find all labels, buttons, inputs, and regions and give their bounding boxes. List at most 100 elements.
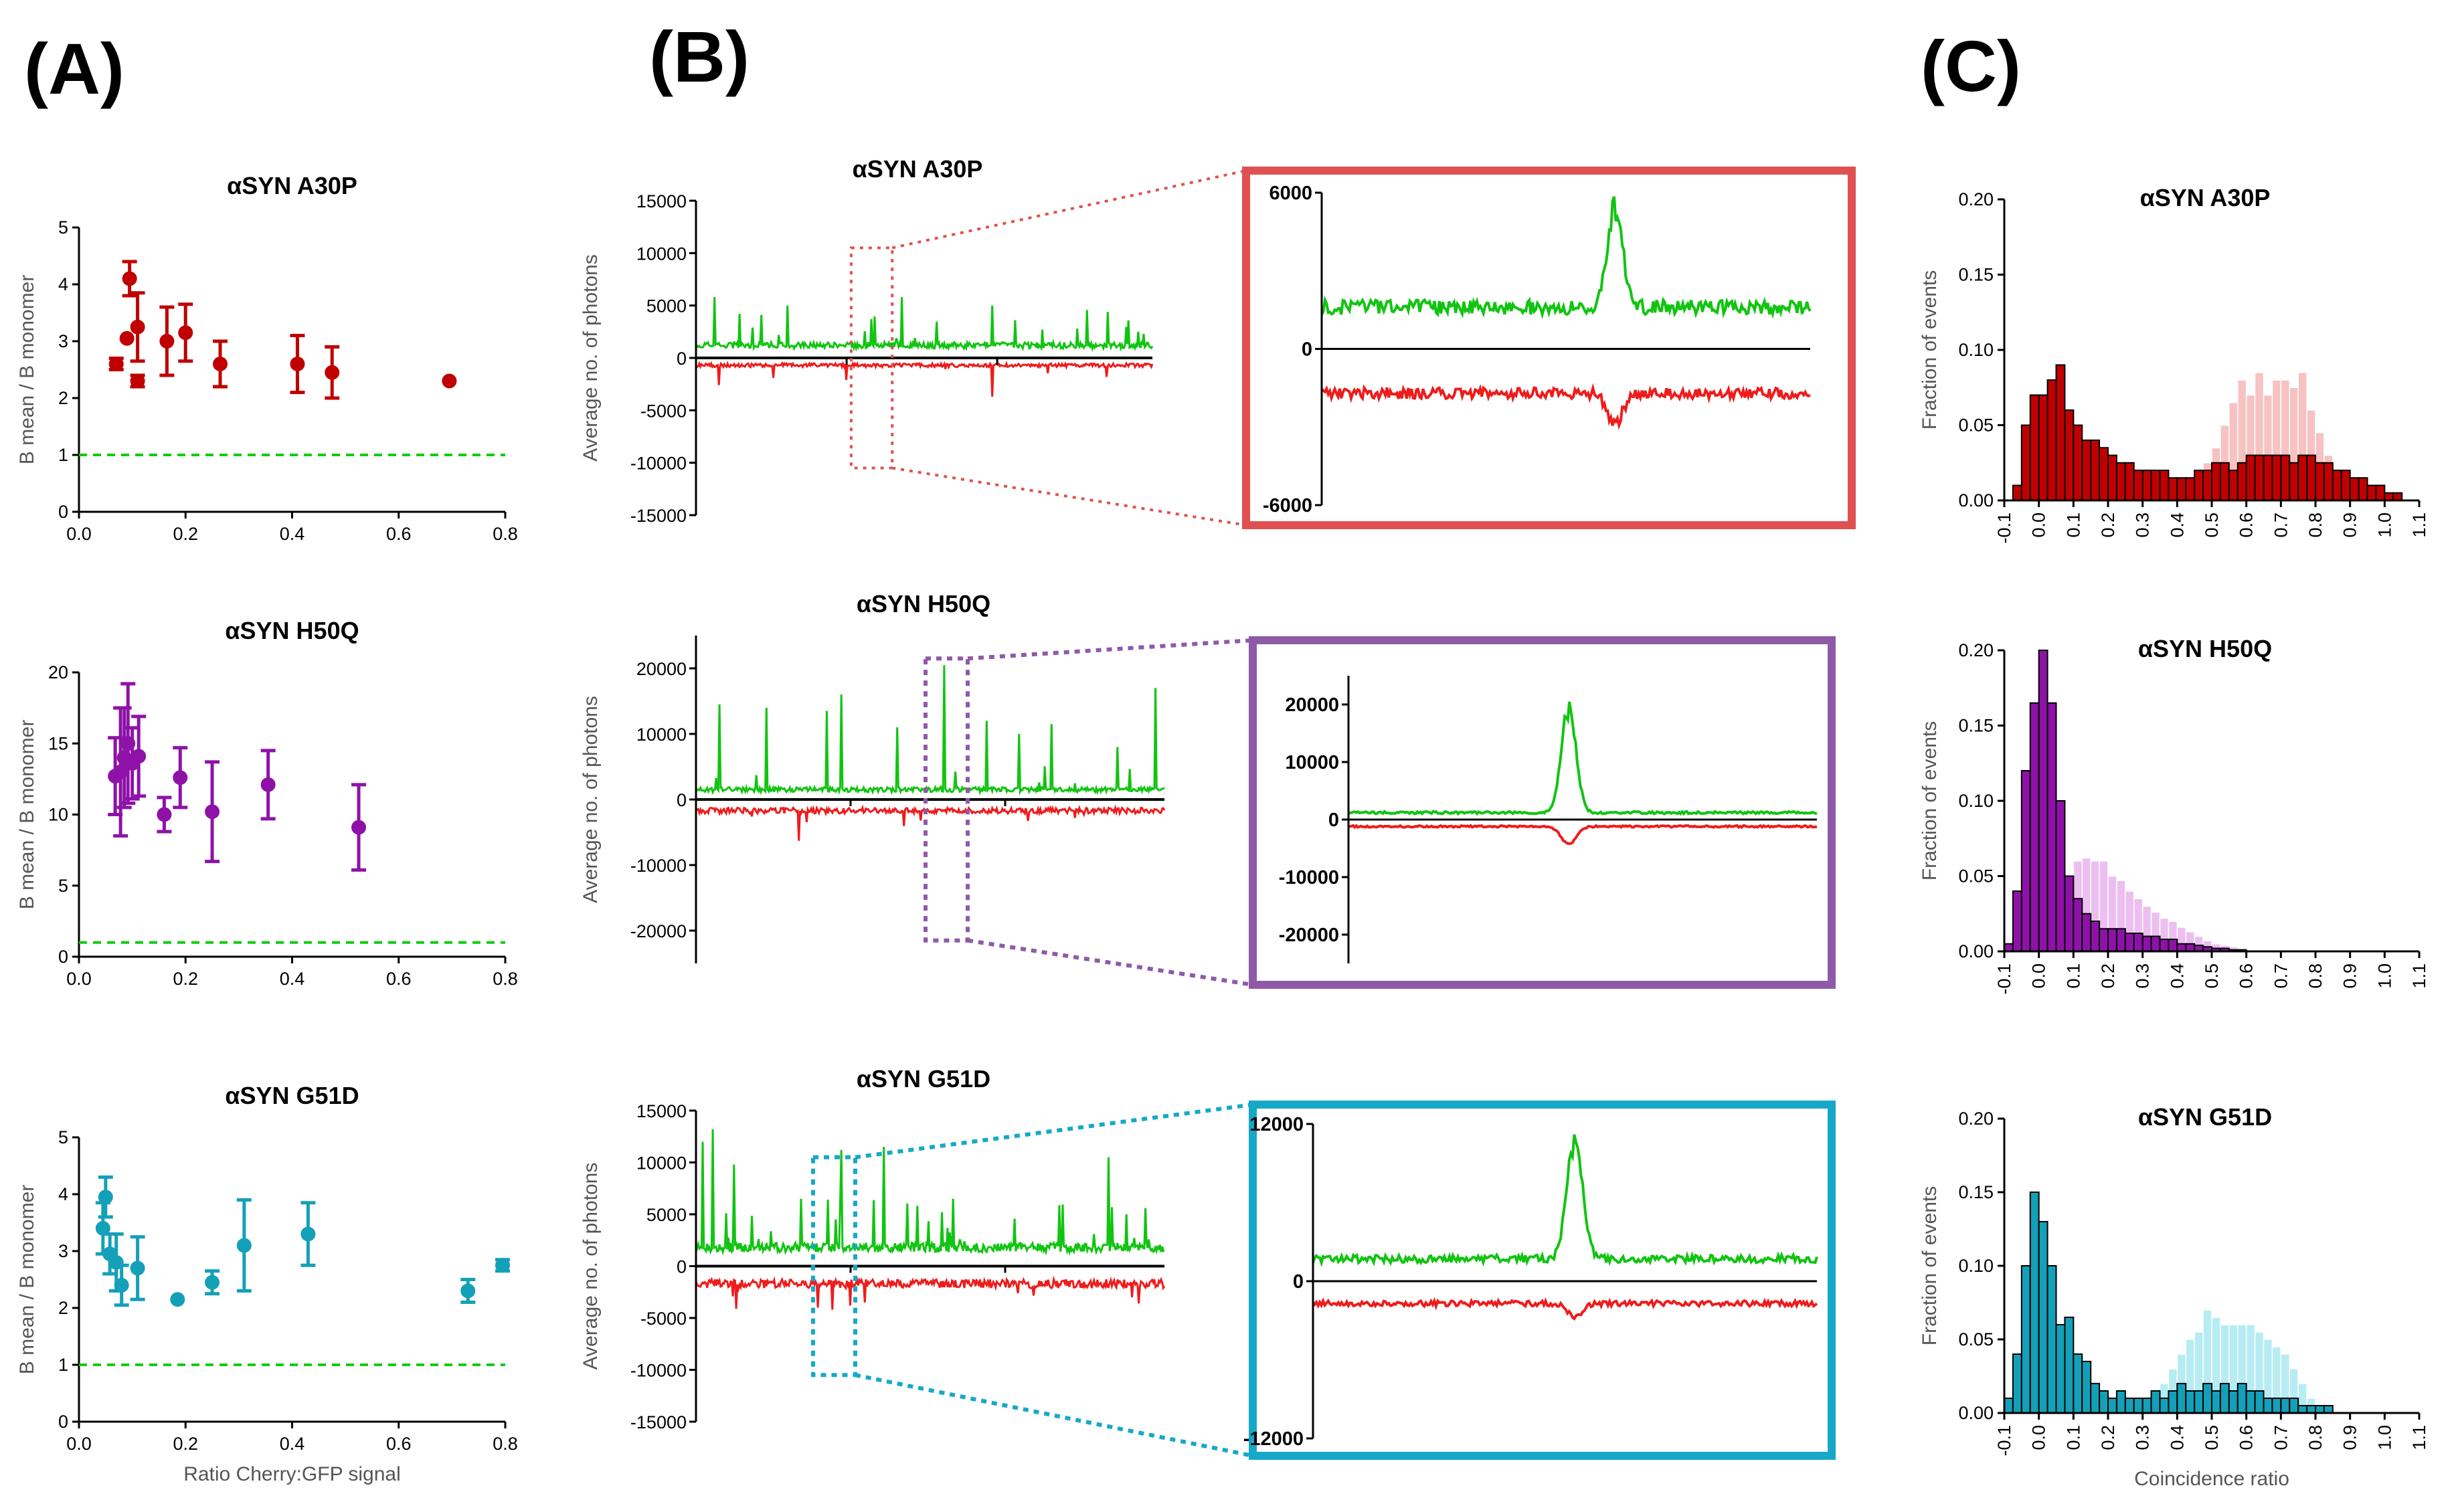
histogram-bar — [2133, 1398, 2143, 1414]
histogram-bar — [2219, 1383, 2230, 1414]
data-point — [159, 334, 175, 349]
x-tick-label: 0.0 — [2029, 1425, 2049, 1450]
x-tick-label: 0.0 — [2029, 512, 2049, 538]
data-point — [205, 804, 220, 820]
y-tick-label: 4 — [58, 274, 68, 294]
histogram-bar — [2289, 462, 2299, 501]
histogram-bar — [2029, 1192, 2040, 1414]
y-tick-label: 0.15 — [1958, 1182, 1994, 1202]
data-point — [114, 1278, 129, 1293]
x-tick-label: 0.2 — [2098, 1425, 2118, 1450]
x-tick-label: 0.0 — [2029, 963, 2049, 989]
zoom-green-trace — [1312, 1134, 1818, 1268]
histogram-bar — [2099, 447, 2109, 501]
histogram-bar — [2176, 1383, 2187, 1414]
data-point — [460, 1283, 476, 1299]
histogram-bar — [2029, 702, 2040, 952]
y-tick-label: -5000 — [640, 1309, 687, 1329]
x-tick-label: 0.2 — [173, 1434, 198, 1454]
y-tick-label: 10 — [48, 805, 68, 825]
x-tick-label: 0.8 — [493, 1434, 518, 1454]
histogram-bar — [2228, 1390, 2239, 1414]
histogram-bar — [2271, 454, 2282, 501]
histogram-bar — [2081, 1361, 2092, 1414]
chart-title: αSYN H50Q — [857, 590, 990, 618]
x-tick-label: 0.8 — [2305, 512, 2326, 538]
y-tick-label: 0.10 — [1958, 791, 1994, 811]
histogram-chart-C1: αSYN A30P 0.00 0.05 0.10 0.15 0.20 -0.1 0.0 0.1 0… — [1919, 184, 2429, 544]
x-tick-label: 0.2 — [2098, 963, 2118, 989]
histogram-chart-C2: αSYN H50Q 0.00 0.05 0.10 0.15 0.20 -0.1 0.0 0.1 0… — [1919, 635, 2429, 995]
data-point — [122, 271, 137, 286]
y-tick-label: 0.15 — [1958, 716, 1994, 736]
x-tick-label: 0.4 — [280, 1434, 305, 1454]
y-tick-label: -10000 — [630, 856, 687, 876]
histogram-bar — [2150, 935, 2161, 952]
histogram-bar — [2168, 1390, 2178, 1414]
zoom-y-tick-label: 6000 — [1269, 183, 1312, 204]
histogram-bar — [2202, 1383, 2212, 1414]
zoom-y-tick-label: 20000 — [1285, 694, 1339, 716]
histogram-bar — [2046, 1265, 2057, 1414]
histogram-bar — [2332, 470, 2342, 501]
x-tick-label: 0.5 — [2202, 963, 2222, 989]
y-tick-label: 0 — [677, 790, 687, 810]
x-tick-label: 0.7 — [2271, 963, 2291, 989]
y-tick-label: 10000 — [636, 725, 687, 745]
chart-title: αSYN H50Q — [225, 617, 359, 644]
histogram-bar — [2323, 1405, 2334, 1414]
x-tick-label: 0.3 — [2133, 1425, 2153, 1450]
panel-label-b: (B) — [649, 16, 750, 97]
x-tick-label: 0.2 — [173, 969, 198, 989]
data-point — [300, 1226, 316, 1242]
x-tick-label: 0.9 — [2340, 512, 2360, 538]
zoom-red-trace — [1348, 824, 1818, 846]
histogram-bar — [2271, 1398, 2282, 1414]
y-tick-label: 15 — [48, 733, 68, 753]
data-point — [351, 820, 367, 835]
x-tick-label: 0.4 — [280, 969, 305, 989]
y-axis-label: B mean / B monomer — [16, 720, 38, 909]
x-tick-label: 1.0 — [2374, 512, 2394, 538]
x-tick-label: 0.9 — [2340, 963, 2360, 989]
histogram-bar — [2168, 939, 2178, 952]
histogram-bar — [2020, 770, 2031, 952]
x-tick-label: 1.0 — [2374, 1425, 2394, 1450]
y-axis-label: B mean / B monomer — [16, 275, 38, 464]
histogram-bar — [2012, 890, 2022, 952]
histogram-bar — [2073, 424, 2083, 501]
y-axis-label: Average no. of photons — [580, 696, 602, 903]
y-tick-label: -15000 — [630, 506, 687, 526]
x-tick-label: 0.6 — [2237, 963, 2257, 989]
histogram-bar — [2384, 492, 2394, 501]
histogram-bar — [2141, 935, 2152, 952]
y-tick-label: 2 — [58, 1298, 68, 1318]
x-tick-label: 0.7 — [2271, 512, 2291, 538]
data-point — [325, 365, 340, 380]
zoom-y-tick-label: -20000 — [1279, 925, 1339, 946]
trace-chart-B3: αSYN G51D 15000 10000 5000 0 -5000 -10000 -1500… — [580, 1065, 1836, 1460]
green-channel-trace — [695, 665, 1165, 796]
x-tick-label: 0.1 — [2063, 512, 2083, 538]
histogram-bar — [2124, 1398, 2135, 1414]
y-axis-label: Fraction of events — [1919, 270, 1941, 430]
histogram-bar — [2159, 939, 2170, 952]
histogram-bar — [2012, 1353, 2022, 1414]
histogram-bar — [2004, 943, 2014, 952]
histogram-bar — [2219, 462, 2230, 501]
x-tick-label: 0.1 — [2063, 1425, 2083, 1450]
y-axis-label: Fraction of events — [1919, 721, 1941, 880]
x-tick-label: 0.6 — [2237, 512, 2257, 538]
y-tick-label: 5 — [58, 217, 68, 238]
y-tick-label: 0.15 — [1958, 265, 1994, 285]
histogram-bar — [2150, 470, 2161, 501]
histogram-bar — [2081, 440, 2092, 501]
x-tick-label: 0.6 — [386, 524, 412, 544]
histogram-bar — [2038, 1221, 2048, 1414]
zoom-connector-top — [855, 1103, 1253, 1159]
histogram-bar — [2012, 484, 2022, 501]
y-tick-label: 20000 — [636, 659, 687, 679]
histogram-bar — [2358, 477, 2368, 501]
histogram-bar — [2289, 1398, 2299, 1414]
